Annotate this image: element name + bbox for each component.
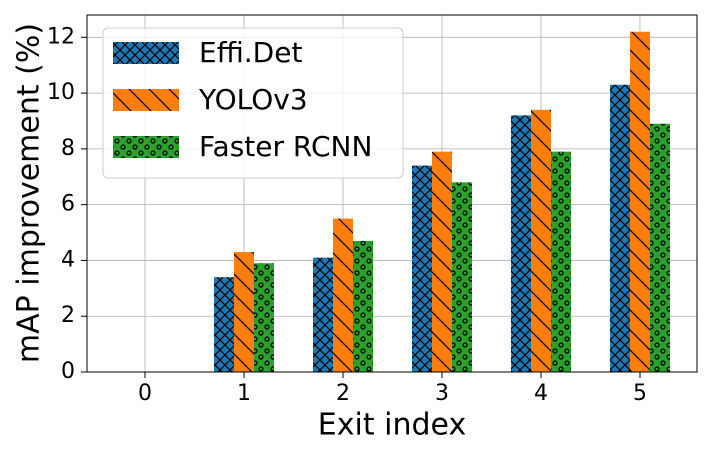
x-tick-label: 3 [435, 381, 449, 406]
legend-label: Faster RCNN [199, 130, 372, 163]
bar [511, 115, 531, 372]
y-tick-label: 2 [61, 303, 75, 328]
bar [353, 240, 373, 372]
bar [412, 165, 432, 372]
bar [610, 84, 630, 372]
x-tick-label: 2 [336, 381, 350, 406]
plot-frame [86, 14, 698, 373]
bar [650, 123, 670, 372]
bar [313, 257, 333, 372]
y-tick-label: 12 [47, 24, 75, 49]
bar [630, 31, 650, 372]
bar [531, 109, 551, 372]
bar [254, 263, 274, 372]
x-tick-label: 4 [534, 381, 548, 406]
y-tick-label: 6 [61, 192, 75, 217]
bar [333, 218, 353, 372]
legend-swatch [113, 136, 179, 158]
legend-label: YOLOv3 [198, 83, 308, 116]
y-tick-label: 8 [61, 136, 75, 161]
bar [551, 151, 571, 372]
y-tick-label: 4 [61, 247, 75, 272]
bar [432, 151, 452, 372]
bar [234, 252, 254, 372]
bar [214, 277, 234, 372]
y-tick-label: 10 [47, 80, 75, 105]
legend-swatch [113, 89, 179, 111]
y-axis-label: mAP improvement (%) [12, 23, 47, 363]
x-axis-label: Exit index [318, 408, 466, 443]
x-tick-label: 5 [633, 381, 647, 406]
legend-swatch [113, 42, 179, 64]
x-tick-label: 0 [138, 381, 152, 406]
legend-label: Effi.Det [199, 36, 302, 69]
bar [452, 182, 472, 372]
x-tick-label: 1 [237, 381, 251, 406]
y-tick-label: 0 [61, 359, 75, 384]
bars [214, 31, 670, 372]
